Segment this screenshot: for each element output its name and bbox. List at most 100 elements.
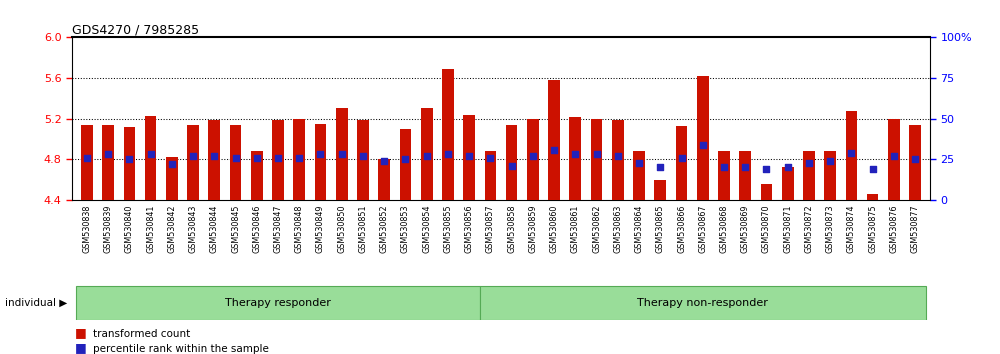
Bar [867, 194, 878, 200]
Point [461, 153, 477, 159]
Bar [697, 76, 709, 200]
Text: GSM530852: GSM530852 [380, 204, 389, 253]
Bar [527, 119, 539, 200]
Point [758, 166, 774, 172]
Text: GSM530863: GSM530863 [613, 204, 622, 253]
Text: GSM530842: GSM530842 [167, 204, 176, 253]
Point [589, 152, 605, 157]
Bar [102, 125, 114, 200]
Bar [166, 157, 178, 200]
Point [419, 153, 435, 159]
Point [206, 153, 222, 159]
Bar [315, 124, 326, 200]
Bar [548, 80, 560, 200]
Point [270, 155, 286, 160]
Text: GSM530876: GSM530876 [889, 204, 898, 253]
Bar [272, 120, 284, 200]
Bar [782, 167, 794, 200]
Point [886, 153, 902, 159]
Point [334, 152, 350, 157]
Point [164, 161, 180, 167]
Text: GSM530870: GSM530870 [762, 204, 771, 253]
Bar [633, 151, 645, 200]
Bar [145, 115, 156, 200]
Text: GSM530854: GSM530854 [422, 204, 431, 253]
Bar [485, 151, 496, 200]
Point [100, 152, 116, 157]
Text: GSM530875: GSM530875 [868, 204, 877, 253]
Bar [293, 119, 305, 200]
Point [695, 142, 711, 148]
Text: GSM530853: GSM530853 [401, 204, 410, 253]
Bar [378, 159, 390, 200]
Bar [124, 127, 135, 200]
Text: GSM530861: GSM530861 [571, 204, 580, 253]
Bar [421, 108, 433, 200]
Text: percentile rank within the sample: percentile rank within the sample [93, 344, 269, 354]
Text: GSM530869: GSM530869 [741, 204, 750, 253]
Bar [506, 125, 517, 200]
Text: GSM530868: GSM530868 [719, 204, 728, 253]
Text: GSM530851: GSM530851 [358, 204, 367, 253]
Text: GSM530855: GSM530855 [443, 204, 452, 253]
Point [822, 158, 838, 164]
Text: GSM530873: GSM530873 [826, 204, 835, 253]
Text: GSM530840: GSM530840 [125, 204, 134, 253]
Text: GSM530838: GSM530838 [82, 204, 91, 253]
Bar [400, 129, 411, 200]
Text: GSM530847: GSM530847 [274, 204, 283, 253]
Text: GSM530865: GSM530865 [656, 204, 665, 253]
Text: GSM530841: GSM530841 [146, 204, 155, 253]
Bar [76, 286, 480, 320]
Text: Therapy non-responder: Therapy non-responder [637, 298, 768, 308]
Bar [846, 112, 857, 200]
Text: GSM530857: GSM530857 [486, 204, 495, 253]
Bar [591, 119, 602, 200]
Bar [208, 120, 220, 200]
Text: GSM530872: GSM530872 [804, 204, 813, 253]
Bar [569, 116, 581, 200]
Point [291, 155, 307, 160]
Bar [739, 151, 751, 200]
Bar [81, 125, 93, 200]
Point [376, 158, 392, 164]
Bar [803, 151, 815, 200]
Point [355, 153, 371, 159]
Bar [888, 119, 900, 200]
Bar [761, 184, 772, 200]
Text: GSM530858: GSM530858 [507, 204, 516, 253]
Text: GSM530877: GSM530877 [911, 204, 920, 253]
Point [737, 165, 753, 170]
Bar [718, 151, 730, 200]
Text: GSM530860: GSM530860 [550, 204, 559, 253]
Bar [357, 120, 369, 200]
Point [907, 156, 923, 162]
Bar [251, 151, 263, 200]
Point [504, 163, 520, 169]
Text: GSM530871: GSM530871 [783, 204, 792, 253]
Point [440, 152, 456, 157]
Text: transformed count: transformed count [93, 329, 190, 339]
Point [610, 153, 626, 159]
Point [228, 155, 244, 160]
Point [312, 152, 328, 157]
Text: GSM530856: GSM530856 [465, 204, 474, 253]
Text: Therapy responder: Therapy responder [225, 298, 331, 308]
Text: GSM530859: GSM530859 [528, 204, 537, 253]
Bar [480, 286, 926, 320]
Point [843, 150, 859, 156]
Text: GSM530849: GSM530849 [316, 204, 325, 253]
Text: GSM530845: GSM530845 [231, 204, 240, 253]
Text: GDS4270 / 7985285: GDS4270 / 7985285 [72, 23, 199, 36]
Bar [612, 120, 624, 200]
Point [865, 166, 881, 172]
Bar [909, 125, 921, 200]
Text: ■: ■ [75, 326, 87, 339]
Text: GSM530874: GSM530874 [847, 204, 856, 253]
Bar [824, 151, 836, 200]
Bar [442, 69, 454, 200]
Text: GSM530848: GSM530848 [295, 204, 304, 253]
Text: GSM530866: GSM530866 [677, 204, 686, 253]
Point [482, 155, 498, 160]
Point [79, 155, 95, 160]
